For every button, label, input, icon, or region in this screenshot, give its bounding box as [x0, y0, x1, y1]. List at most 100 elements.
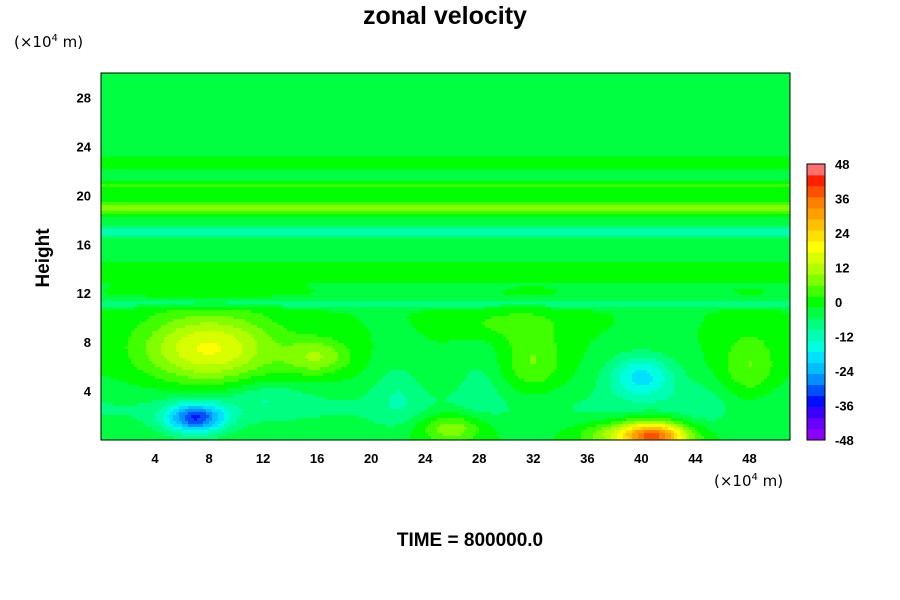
contour-cell: [434, 85, 438, 89]
contour-cell: [734, 85, 738, 89]
contour-cell: [389, 121, 393, 125]
contour-cell: [518, 109, 522, 113]
contour-cell: [689, 91, 693, 95]
contour-cell: [416, 130, 420, 134]
contour-cell: [242, 136, 246, 140]
contour-cell: [260, 130, 264, 134]
contour-cell: [497, 121, 501, 125]
contour-cell: [731, 82, 735, 86]
contour-cell: [239, 118, 243, 122]
contour-cell: [572, 73, 576, 77]
contour-cell: [182, 127, 186, 131]
contour-cell: [209, 115, 213, 119]
contour-cell: [617, 82, 621, 86]
contour-cell: [260, 103, 264, 107]
contour-cell: [302, 121, 306, 125]
contour-cell: [416, 88, 420, 92]
contour-cell: [725, 79, 729, 83]
contour-cell: [464, 100, 468, 104]
contour-cell: [608, 133, 612, 137]
contour-cell: [395, 106, 399, 110]
contour-cell: [239, 76, 243, 80]
contour-cell: [497, 130, 501, 134]
contour-cell: [215, 133, 219, 137]
contour-cell: [407, 91, 411, 95]
contour-cell: [644, 94, 648, 98]
contour-cell: [473, 130, 477, 134]
contour-cell: [416, 133, 420, 137]
contour-cell: [467, 124, 471, 128]
contour-cell: [704, 112, 708, 116]
contour-cell: [689, 76, 693, 80]
contour-cell: [641, 130, 645, 134]
contour-cell: [767, 73, 771, 77]
contour-cell: [671, 106, 675, 110]
contour-cell: [149, 103, 153, 107]
contour-cell: [728, 109, 732, 113]
contour-cell: [575, 103, 579, 107]
contour-cell: [206, 106, 210, 110]
contour-cell: [695, 106, 699, 110]
contour-cell: [776, 94, 780, 98]
contour-cell: [665, 130, 669, 134]
contour-cell: [554, 73, 558, 77]
contour-cell: [665, 97, 669, 101]
contour-cell: [737, 82, 741, 86]
contour-cell: [527, 112, 531, 116]
contour-cell: [647, 97, 651, 101]
contour-cell: [755, 91, 759, 95]
contour-cell: [290, 115, 294, 119]
contour-cell: [542, 79, 546, 83]
contour-cell: [140, 97, 144, 101]
contour-cell: [185, 130, 189, 134]
contour-cell: [266, 85, 270, 89]
contour-cell: [647, 82, 651, 86]
contour-cell: [215, 124, 219, 128]
contour-cell: [776, 130, 780, 134]
contour-cell: [182, 88, 186, 92]
contour-cell: [404, 133, 408, 137]
contour-cell: [491, 109, 495, 113]
contour-cell: [203, 124, 207, 128]
contour-cell: [248, 73, 252, 77]
contour-cell: [323, 118, 327, 122]
contour-cell: [479, 100, 483, 104]
contour-cell: [506, 109, 510, 113]
contour-cell: [707, 103, 711, 107]
contour-cell: [407, 109, 411, 113]
contour-cell: [161, 91, 165, 95]
contour-cell: [170, 112, 174, 116]
contour-cell: [272, 121, 276, 125]
contour-cell: [416, 94, 420, 98]
contour-cell: [182, 133, 186, 137]
contour-cell: [269, 76, 273, 80]
contour-cell: [470, 79, 474, 83]
contour-cell: [602, 133, 606, 137]
contour-cell: [722, 73, 726, 77]
contour-cell: [500, 115, 504, 119]
contour-cell: [581, 97, 585, 101]
contour-cell: [311, 73, 315, 77]
contour-cell: [257, 94, 261, 98]
contour-cell: [242, 85, 246, 89]
contour-cell: [410, 133, 414, 137]
contour-cell: [359, 115, 363, 119]
contour-cell: [275, 94, 279, 98]
contour-cell: [116, 136, 120, 140]
contour-cell: [170, 106, 174, 110]
contour-cell: [119, 133, 123, 137]
contour-cell: [710, 115, 714, 119]
contour-cell: [623, 115, 627, 119]
contour-cell: [617, 127, 621, 131]
contour-cell: [479, 109, 483, 113]
contour-cell: [659, 130, 663, 134]
contour-cell: [173, 82, 177, 86]
contour-cell: [578, 127, 582, 131]
contour-cell: [503, 73, 507, 77]
contour-cell: [101, 100, 105, 104]
contour-cell: [218, 121, 222, 125]
contour-cell: [581, 130, 585, 134]
contour-cell: [698, 133, 702, 137]
contour-cell: [356, 127, 360, 131]
contour-cell: [164, 76, 168, 80]
